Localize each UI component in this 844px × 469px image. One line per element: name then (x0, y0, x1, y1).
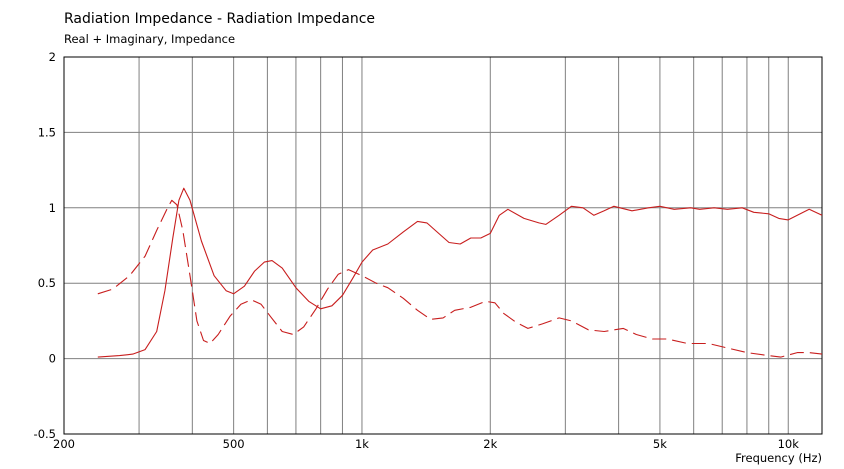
x-tick-label: 2k (483, 437, 497, 451)
y-tick-label: 0.5 (38, 276, 56, 290)
y-tick-label: -0.5 (34, 427, 56, 441)
y-tick-label: 2 (49, 50, 56, 64)
y-tick-labels: 2 1.5 1 0.5 0 -0.5 (34, 50, 56, 441)
x-tick-label: 200 (53, 437, 75, 451)
y-tick-label: 1 (49, 201, 56, 215)
series (97, 187, 823, 358)
y-tick-label: 1.5 (38, 125, 56, 139)
x-tick-labels: 200 500 1k 2k 5k 10k (53, 437, 799, 451)
x-tick-label: 5k (653, 437, 667, 451)
x-tick-label: 1k (355, 437, 369, 451)
y-tick-label: 0 (49, 352, 56, 366)
series-line-2-dashed (97, 199, 823, 358)
plot-frame (63, 56, 823, 435)
series-line-1-solid (97, 187, 823, 358)
chart-subtitle: Real + Imaginary, Impedance (64, 32, 236, 46)
x-axis-label: Frequency (Hz) (735, 451, 822, 465)
grid (64, 57, 822, 434)
chart-title: Radiation Impedance - Radiation Impedanc… (64, 11, 376, 27)
x-tick-label: 10k (778, 437, 800, 451)
x-tick-label: 500 (223, 437, 245, 451)
